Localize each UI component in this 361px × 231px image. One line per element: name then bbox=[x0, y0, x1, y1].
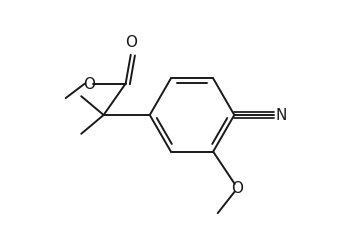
Text: N: N bbox=[275, 108, 287, 123]
Text: O: O bbox=[126, 35, 138, 50]
Text: O: O bbox=[83, 77, 95, 92]
Text: O: O bbox=[231, 180, 243, 195]
